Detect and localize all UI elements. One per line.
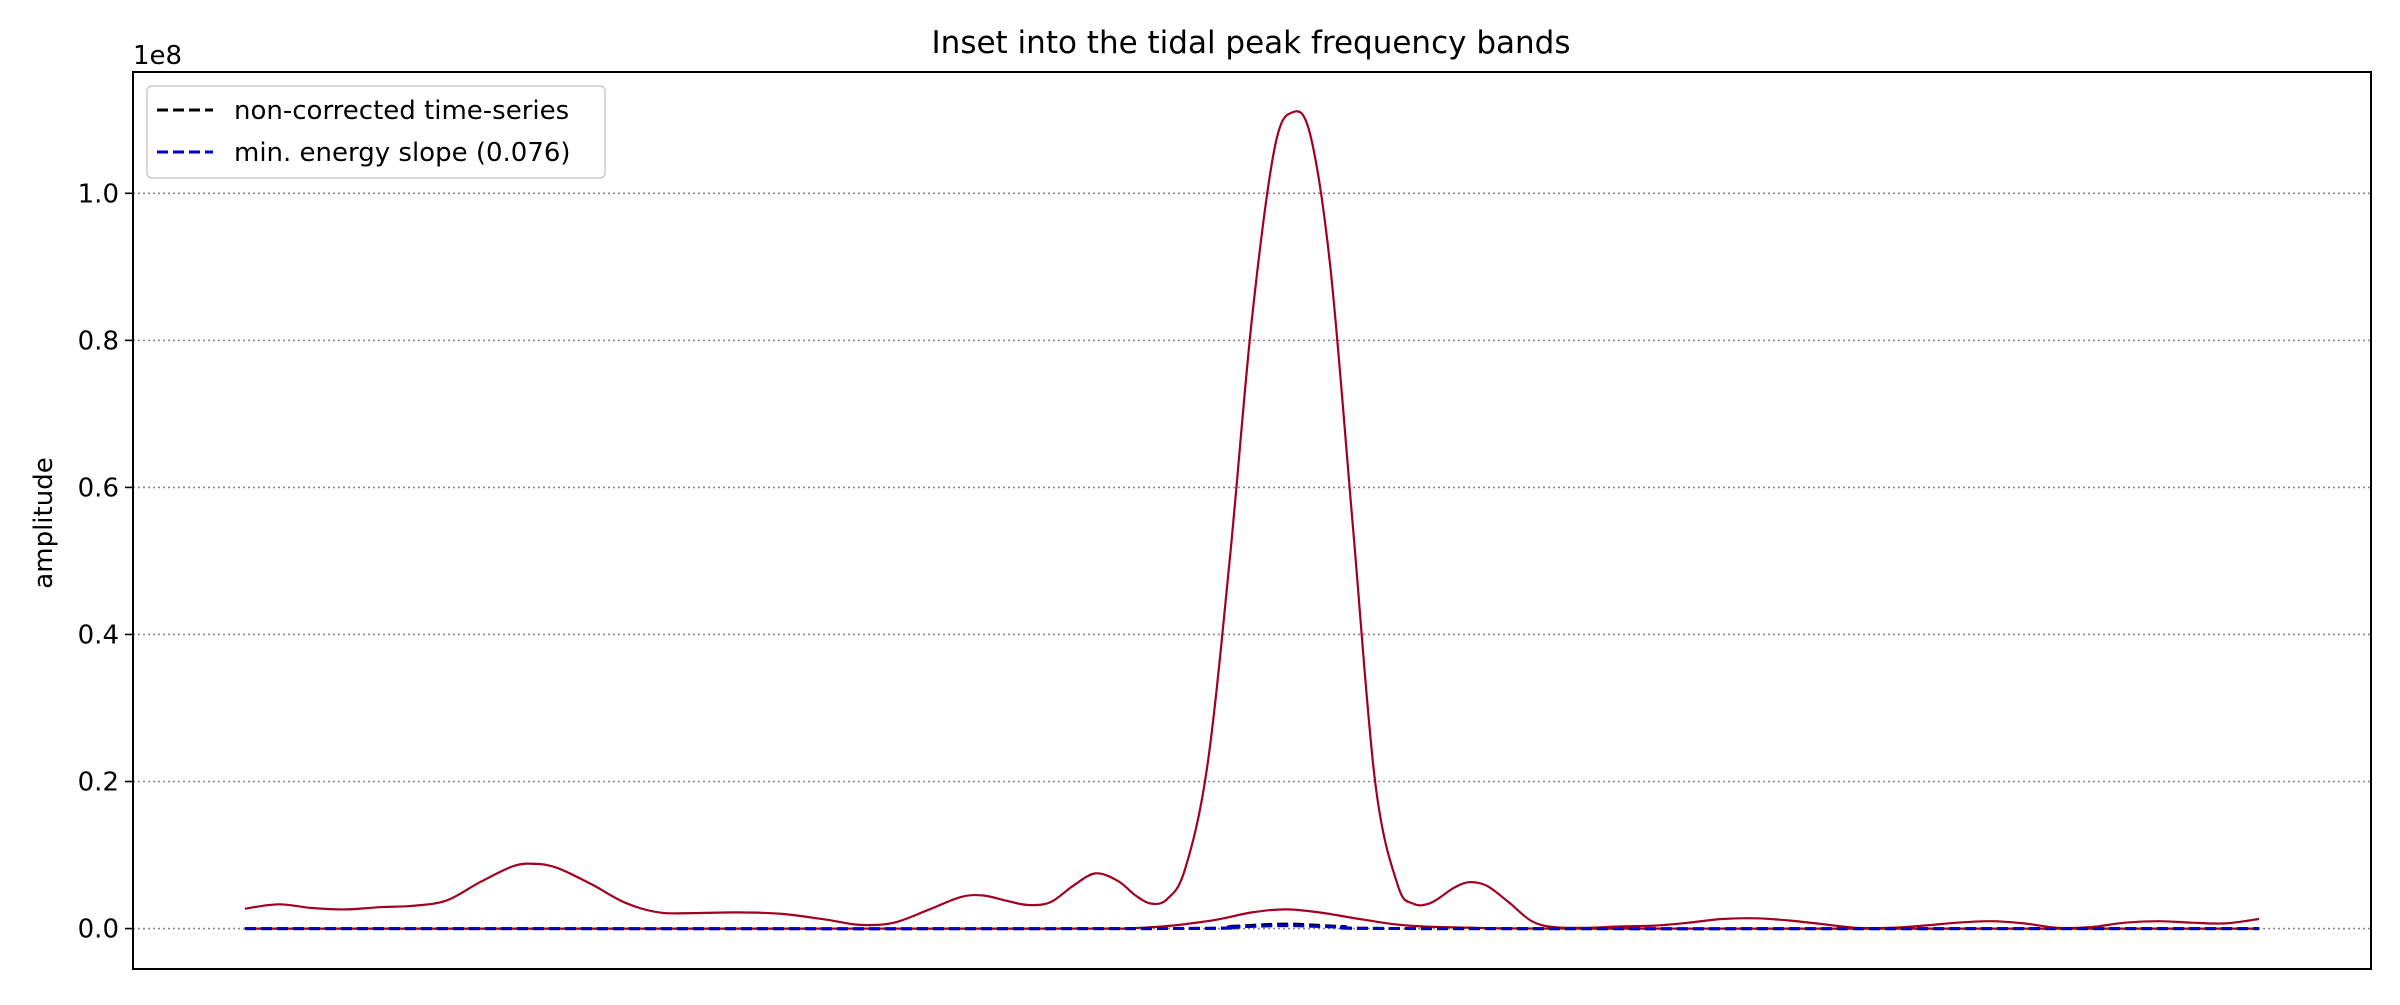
plot-area-frame (132, 71, 2372, 970)
y-tick-label: 0.8 (78, 326, 119, 356)
y-tick-label: 0.4 (78, 620, 119, 650)
y-axis-ticks: 0.0 0.2 0.4 0.6 0.8 1.0 (78, 179, 133, 945)
y-axis-label: amplitude (29, 457, 59, 588)
legend-box (146, 85, 606, 179)
chart-title: Inset into the tidal peak frequency band… (932, 25, 1571, 61)
y-tick-label: 0.0 (78, 915, 119, 945)
legend: non-corrected time-series min. energy sl… (146, 85, 606, 179)
y-tick-label: 1.0 (78, 179, 119, 209)
data-series (244, 110, 2260, 931)
series-line-0 (244, 110, 2260, 930)
legend-label-min-energy-slope: min. energy slope (0.076) (234, 138, 571, 168)
series-line-3 (244, 924, 2260, 931)
y-tick-label: 0.2 (78, 768, 119, 798)
legend-label-non-corrected: non-corrected time-series (234, 96, 569, 126)
y-axis-offset-label: 1e8 (133, 41, 182, 71)
y-tick-label: 0.6 (78, 473, 119, 503)
